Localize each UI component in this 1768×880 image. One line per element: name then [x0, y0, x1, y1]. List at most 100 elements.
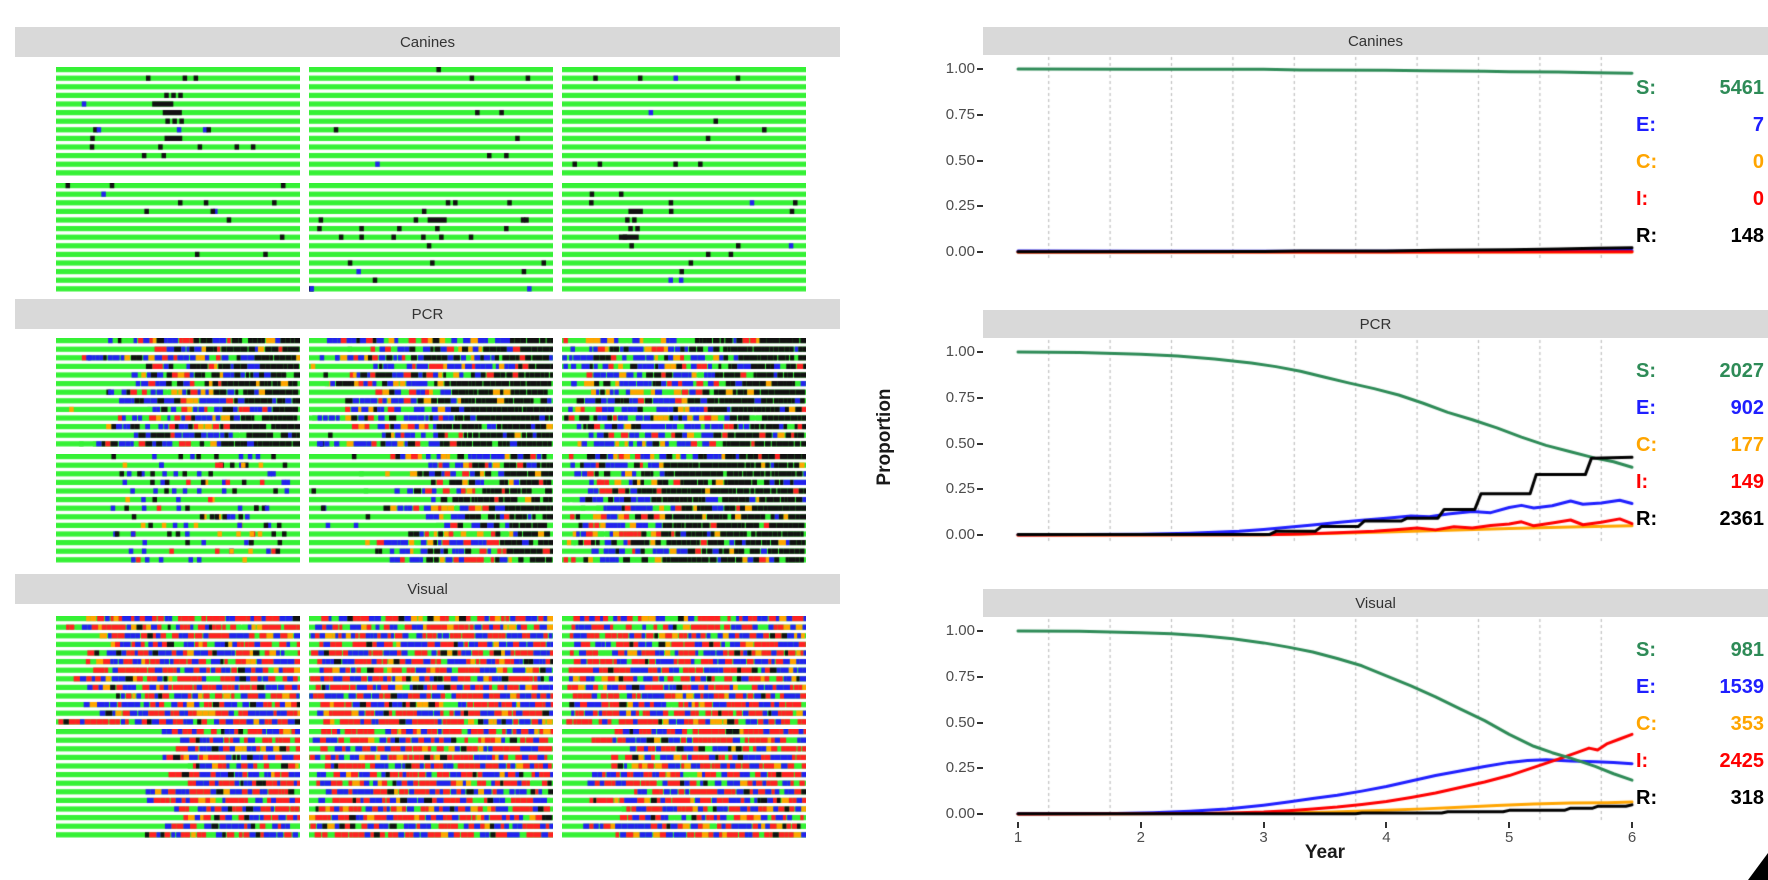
raster-subpanel-visual-1: [309, 616, 553, 725]
raster-subpanel-canines-2: [562, 67, 806, 176]
legend-entry-S: S: 2027: [1636, 358, 1764, 384]
y-tick-label: 1.00: [945, 60, 975, 77]
y-tick-mark: [977, 534, 983, 536]
raster-subpanel-visual-3: [56, 729, 300, 838]
y-tick-label: 0.00: [945, 243, 975, 260]
legend-entry-I: I: 0: [1636, 186, 1764, 212]
legend-value: 0: [1752, 187, 1764, 210]
legend-entry-E: E: 902: [1636, 395, 1764, 421]
legend-value: 2425: [1719, 749, 1765, 772]
legend-label: R:: [1636, 786, 1658, 809]
raster-subpanel-canines-0: [56, 67, 300, 176]
legend-label: I:: [1636, 470, 1649, 493]
y-tick-label: 0.50: [945, 151, 975, 169]
legend-entry-R: R: 148: [1636, 223, 1764, 249]
y-tick-label: 0.25: [945, 480, 975, 498]
legend-value: 148: [1730, 224, 1764, 247]
canines-line-chart: [983, 55, 1768, 260]
x-axis-title: Year: [1304, 842, 1346, 863]
facet-strip-visual-lines: Visual: [983, 589, 1768, 617]
legend-entry-S: S: 5461: [1636, 75, 1764, 101]
legend-value: 2361: [1719, 507, 1765, 530]
y-tick-label: 1.00: [945, 622, 975, 639]
facet-strip-pcr-raster: PCR: [15, 299, 840, 329]
raster-subpanel-pcr-1: [309, 338, 553, 447]
raster-subpanel-canines-3: [56, 183, 300, 292]
legend-entry-E: E: 7: [1636, 112, 1764, 138]
facet-strip-pcr-lines: PCR: [983, 310, 1768, 338]
legend-label: S:: [1636, 359, 1656, 382]
facet-strip-canines-raster: Canines: [15, 27, 840, 57]
x-tick-mark: [1262, 822, 1265, 828]
y-tick-mark: [977, 675, 983, 678]
raster-subpanel-visual-0: [56, 616, 300, 725]
facet-strip-canines-lines: Canines: [983, 27, 1768, 55]
x-tick-mark: [1139, 822, 1142, 828]
y-tick-label: 0.00: [945, 526, 975, 543]
y-tick-label: 0.25: [945, 197, 975, 215]
legend-value: 981: [1730, 638, 1764, 661]
y-tick-mark: [977, 630, 983, 632]
raster-subpanel-canines-5: [562, 183, 806, 292]
raster-subpanel-pcr-4: [309, 454, 553, 563]
y-tick-mark: [977, 159, 983, 162]
y-tick-mark: [977, 442, 983, 445]
legend-entry-C: C: 353: [1636, 711, 1764, 737]
y-tick-label: 0.50: [945, 434, 975, 452]
pcr-line-chart: [983, 338, 1768, 543]
y-tick-mark: [977, 488, 983, 491]
legend-value: 177: [1730, 433, 1764, 456]
y-tick-mark: [977, 813, 983, 815]
x-tick-label: 1: [1013, 829, 1023, 846]
x-tick-mark: [1631, 822, 1633, 828]
y-tick-mark: [977, 68, 983, 70]
legend-value: 353: [1730, 712, 1764, 735]
legend-entry-I: I: 149: [1636, 469, 1764, 495]
legend-label: C:: [1636, 433, 1658, 456]
y-tick-mark: [977, 767, 983, 770]
legend-entry-I: I: 2425: [1636, 748, 1764, 774]
raster-subpanel-visual-2: [562, 616, 806, 725]
legend-entry-R: R: 2361: [1636, 506, 1764, 532]
legend-value: 149: [1730, 470, 1764, 493]
y-tick-mark: [977, 396, 983, 399]
x-tick-label: 3: [1259, 829, 1268, 846]
y-tick-mark: [977, 721, 983, 724]
legend-value: 902: [1730, 396, 1764, 419]
x-tick-label: 5: [1505, 829, 1514, 846]
y-tick-label: 0.75: [945, 105, 975, 123]
legend-label: S:: [1636, 638, 1656, 661]
legend-value: 5461: [1719, 76, 1765, 99]
legend-entry-E: E: 1539: [1636, 674, 1764, 700]
y-tick-label: 0.75: [945, 388, 975, 406]
x-tick-label: 4: [1382, 829, 1391, 846]
facet-strip-visual-raster: Visual: [15, 574, 840, 604]
raster-subpanel-pcr-2: [562, 338, 806, 447]
legend-label: C:: [1636, 712, 1658, 735]
y-tick-mark: [977, 205, 983, 208]
y-tick-label: 0.75: [945, 667, 975, 685]
visual-line-chart: [983, 617, 1768, 822]
y-tick-mark: [977, 251, 983, 253]
legend-entry-R: R: 318: [1636, 785, 1764, 811]
legend-label: I:: [1636, 749, 1649, 772]
corner-triangle-marker: [1748, 853, 1768, 880]
raster-subpanel-canines-4: [309, 183, 553, 292]
legend-label: S:: [1636, 76, 1656, 99]
x-tick-label: 2: [1136, 829, 1145, 846]
legend-value: 7: [1752, 113, 1764, 136]
legend-entry-C: C: 0: [1636, 149, 1764, 175]
legend-label: R:: [1636, 224, 1658, 247]
legend-label: R:: [1636, 507, 1658, 530]
legend-value: 1539: [1719, 675, 1765, 698]
y-axis-title: Proportion: [874, 388, 895, 486]
legend-label: C:: [1636, 150, 1658, 173]
raster-subpanel-pcr-5: [562, 454, 806, 563]
y-tick-mark: [977, 351, 983, 353]
raster-subpanel-visual-5: [562, 729, 806, 838]
legend-value: 2027: [1719, 359, 1765, 382]
y-tick-label: 0.25: [945, 759, 975, 777]
legend-value: 0: [1752, 150, 1764, 173]
x-tick-mark: [1385, 822, 1388, 828]
legend-label: E:: [1636, 396, 1656, 419]
